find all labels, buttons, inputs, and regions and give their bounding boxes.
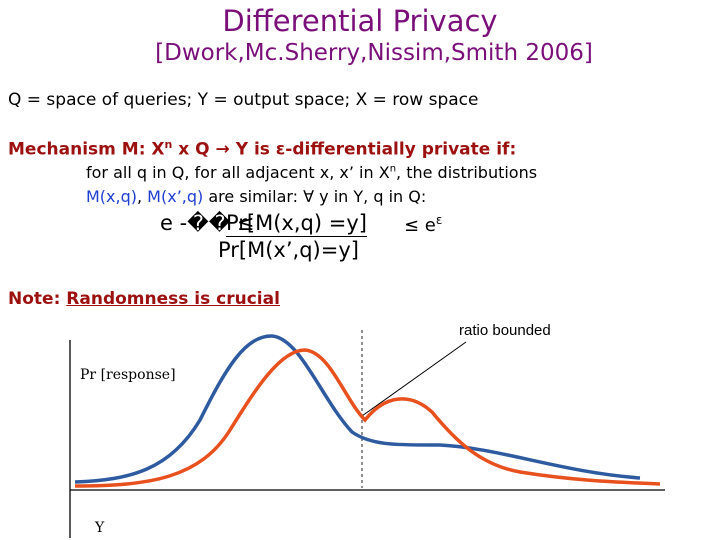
adjacency-line: for all q in Q, for all adjacent x, x’ i… — [86, 163, 537, 182]
formula-right-text: ≤ e — [404, 215, 436, 236]
note-label: Note: — [8, 289, 67, 309]
mechanism-heading: Mechanism M: Xn x Q → Y is ε-differentia… — [8, 138, 516, 160]
distribution-sep: , — [137, 187, 148, 206]
mechanism-prefix: Mechanism M: X — [8, 139, 165, 160]
note: Note: Randomness is crucial — [8, 289, 280, 309]
distribution-curve-x-prime — [74, 348, 661, 488]
formula-right-sup: ε — [435, 213, 443, 227]
slide-subtitle: [Dwork,Mc.Sherry,Nissim,Smith 2006] — [155, 40, 593, 66]
slide-title: Differential Privacy — [222, 4, 498, 38]
distribution-m2: M(x’,q) — [147, 187, 204, 206]
formula-right: ≤ eε — [404, 213, 442, 236]
ratio-bounded-label: ratio bounded — [459, 322, 551, 339]
similarity-suffix: are similar: ∀ y in Y, q in Q: — [203, 187, 427, 206]
y-axis-label: Pr [response] — [80, 367, 176, 383]
formula-left: e -�� ≤ — [160, 211, 255, 235]
distribution-m1: M(x,q) — [86, 187, 137, 206]
ratio-pointer — [361, 341, 467, 417]
definitions-line: Q = space of queries; Y = output space; … — [8, 90, 479, 110]
note-body: Randomness is crucial — [66, 289, 280, 309]
x-axis-label: Y — [95, 520, 105, 536]
mechanism-suffix: x Q → Y is ε-differentially private if: — [172, 139, 517, 160]
formula-denominator: Pr[M(x’,q)=y] — [218, 238, 359, 262]
adjacency-prefix: for all q in Q, for all adjacent x, x’ i… — [86, 163, 390, 182]
mechanism-sup: n — [164, 138, 173, 151]
formula-numerator: Pr[M(x,q) =y] — [226, 211, 367, 237]
distribution-curve-x — [74, 334, 641, 484]
adjacency-suffix: , the distributions — [396, 163, 538, 182]
similarity-line: M(x,q), M(x’,q) are similar: ∀ y in Y, q… — [86, 187, 426, 206]
adjacency-sup: n — [389, 163, 397, 175]
